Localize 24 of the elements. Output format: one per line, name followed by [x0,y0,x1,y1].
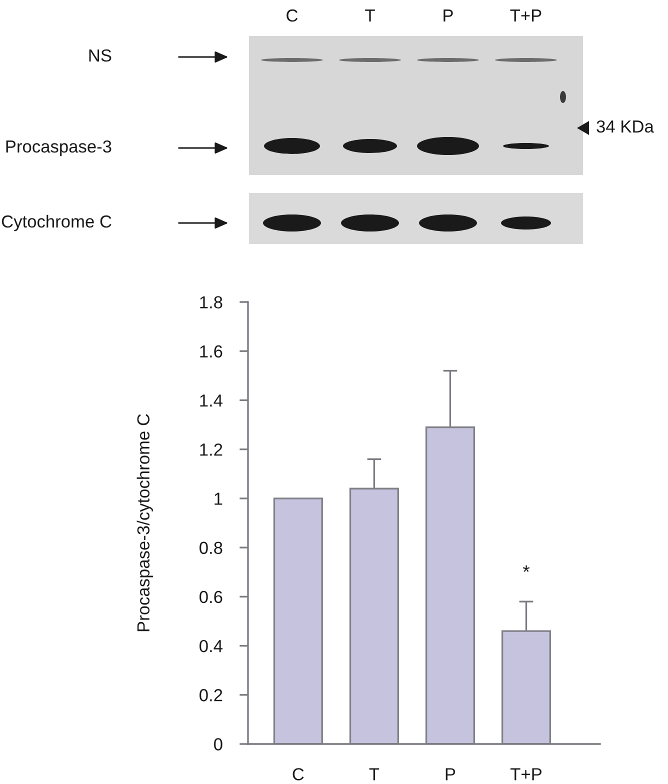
y-tick-label: 1.4 [200,394,222,407]
y-tick-label: 1.2 [200,444,222,456]
text: NS [89,49,112,62]
category-label: P [444,10,453,22]
y-tick-label: 0.4 [200,640,222,652]
y-axis-title: Procaspase-3/cytochrome C [136,414,153,632]
text: 34 KDa [596,120,654,133]
category-label: T+P [510,10,542,22]
y-tick-label: 1.8 [200,296,222,308]
x-tick-label: T [369,768,380,780]
text: Cytochrome C [2,214,112,232]
x-tick-label: C [292,768,304,780]
category-label: T [365,10,375,22]
y-tick-label: 1.6 [200,345,222,358]
annotation: * [522,565,530,572]
y-tick-label: 0.2 [200,689,222,702]
x-tick-label: P [446,768,456,780]
y-tick-label: 0.8 [200,542,222,554]
x-tick-label: T+P [510,768,542,780]
y-tick-label: 1 [214,492,222,505]
text: Procaspase-3 [6,140,112,156]
category-label: C [286,9,298,22]
y-tick-label: 0 [214,738,222,750]
y-tick-label: 0.6 [200,590,222,604]
